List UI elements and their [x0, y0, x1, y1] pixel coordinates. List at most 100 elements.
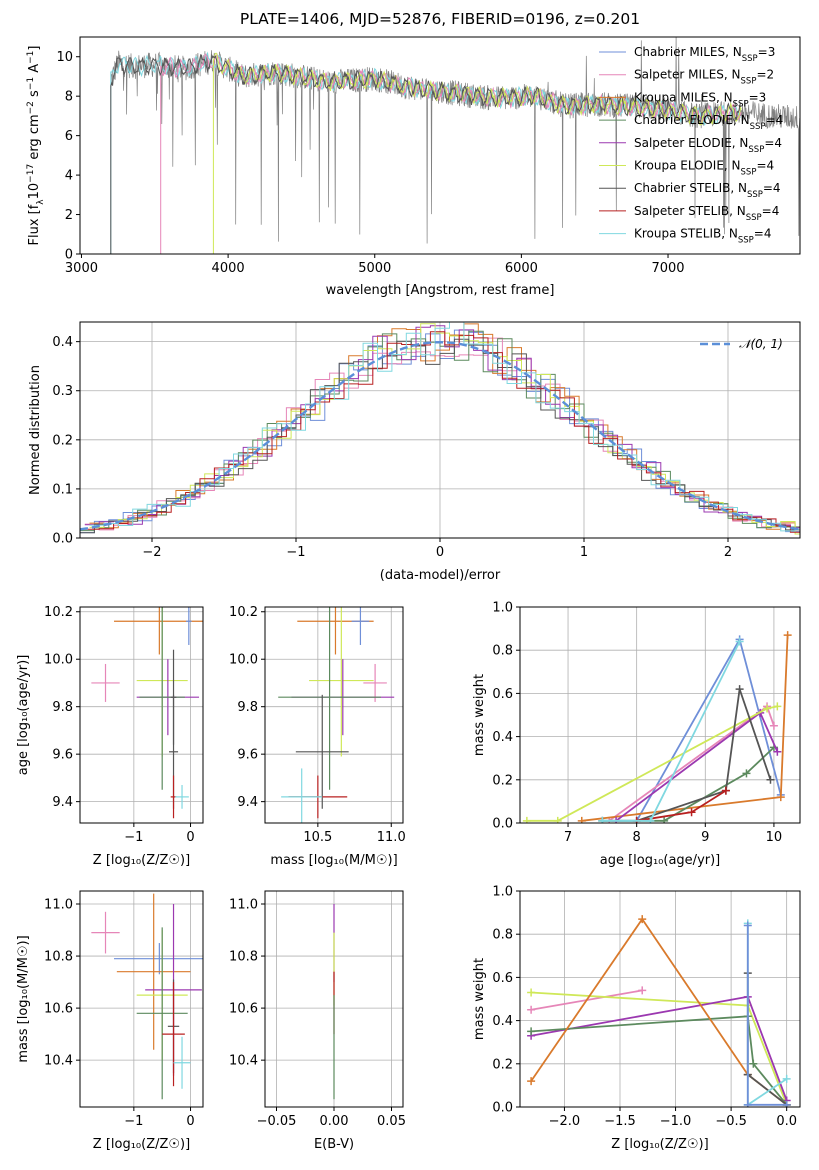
x-tick-label: −0.05 — [257, 1114, 297, 1129]
weight-marker — [577, 816, 586, 823]
x-tick-label: 0 — [186, 830, 194, 845]
weight-marker — [646, 816, 655, 823]
legend-entry-name: Kroupa STELIB, N — [634, 227, 738, 241]
legend-entry-name: Salpeter STELIB, N — [634, 204, 746, 218]
weight-marker — [749, 1059, 758, 1068]
x-tick-label: −0.5 — [715, 1114, 747, 1129]
x-axis-label: mass [log₁₀(M/M☉)] — [270, 853, 397, 868]
legend-entry: Kroupa ELODIE, NSSP=4 — [634, 159, 774, 178]
y-tick-label: 8 — [65, 90, 73, 105]
chart-title: PLATE=1406, MJD=52876, FIBERID=0196, z=0… — [240, 10, 640, 28]
legend-entry-tail: =4 — [766, 113, 784, 127]
y-tick-label: 10.4 — [44, 1054, 73, 1069]
weight-marker — [598, 816, 607, 823]
legend-entry: Chabrier ELODIE, NSSP=4 — [634, 113, 783, 132]
legend-entry-sub: SSP — [741, 168, 757, 178]
legend-entry-tail: =4 — [764, 136, 782, 150]
legend-entry-sub: SSP — [750, 122, 766, 132]
legend-entry: Chabrier MILES, NSSP=3 — [634, 45, 775, 64]
x-tick-label: 0.0 — [776, 1114, 797, 1129]
y-tick-label: 9.4 — [237, 795, 258, 810]
weight-line — [746, 925, 787, 1106]
y-tick-label: 0.1 — [52, 482, 73, 497]
legend-entry: Kroupa MILES, NSSP=3 — [634, 90, 766, 109]
y-axis-label-part: λ — [36, 199, 46, 205]
weight-marker — [743, 1100, 752, 1107]
y-axis-label: Flux [fλ10−17 erg cm−2 s−1 A−1] — [26, 46, 46, 246]
y-axis-label-part: 10 — [27, 183, 42, 200]
weight-marker — [769, 721, 778, 730]
y-axis-label: mass [log₁₀(M/M☉)] — [16, 935, 31, 1062]
weight-marker — [773, 702, 782, 711]
weight-marker — [553, 816, 562, 823]
weight-marker — [522, 816, 531, 823]
y-axis-label-part: −1 — [26, 51, 36, 64]
legend-entry: Salpeter MILES, NSSP=2 — [634, 68, 774, 87]
legend-entry: 𝒩(0, 1) — [739, 337, 783, 351]
y-axis-label-part: ] — [27, 46, 42, 51]
y-axis-label: mass weight — [472, 674, 487, 756]
weight-marker — [527, 1077, 536, 1086]
x-tick-label: 8 — [633, 830, 641, 845]
weight-vs-Z-plot — [527, 915, 791, 1107]
histogram-kroupa-stelib — [89, 322, 800, 532]
age-vs-Z-plot — [91, 607, 203, 819]
y-axis-label: mass weight — [472, 958, 487, 1040]
x-axis-label: Z [log₁₀(Z/Z☉)] — [93, 853, 190, 868]
weight-marker — [527, 1005, 536, 1014]
x-tick-label: 10.5 — [303, 830, 332, 845]
legend-entry-tail: =3 — [749, 90, 767, 104]
x-tick-label: 7000 — [651, 261, 684, 276]
legend-entry-name: Kroupa MILES, N — [634, 90, 733, 104]
weight-line — [526, 705, 778, 822]
x-tick-label: 0 — [436, 545, 444, 560]
y-tick-label: 0.4 — [492, 1014, 513, 1029]
y-tick-label: 10.8 — [44, 950, 73, 965]
x-tick-label: 2 — [724, 545, 732, 560]
y-axis-label-part: −1 — [26, 77, 36, 90]
y-axis-label-part: erg cm — [27, 114, 42, 163]
x-tick-label: 1 — [580, 545, 588, 560]
y-tick-label: 10.4 — [229, 1054, 258, 1069]
y-tick-label: 0.6 — [492, 687, 513, 702]
x-tick-label: 0.00 — [320, 1114, 349, 1129]
legend-entry-name: Chabrier ELODIE, N — [634, 113, 750, 127]
y-axis-label-part: −2 — [26, 101, 36, 114]
y-tick-label: 0.4 — [52, 335, 73, 350]
y-tick-label: 0.0 — [492, 817, 513, 832]
y-tick-label: 0.2 — [492, 1057, 513, 1072]
y-tick-label: 0.2 — [52, 433, 73, 448]
y-tick-label: 10.0 — [229, 653, 258, 668]
weight-vs-age-plot — [522, 631, 792, 823]
y-tick-label: 9.8 — [52, 700, 73, 715]
y-tick-label: 0.6 — [492, 971, 513, 986]
weight-line — [531, 1015, 788, 1106]
weight-line — [602, 746, 775, 822]
mass-vs-Z-plot — [91, 893, 203, 1100]
x-tick-label: −2 — [142, 545, 161, 560]
y-tick-label: 10.2 — [44, 605, 73, 620]
x-tick-label: −1 — [124, 830, 143, 845]
legend-entry-sub: SSP — [747, 190, 763, 200]
y-axis-label-part: Flux [f — [27, 204, 42, 245]
weight-marker — [660, 816, 669, 823]
y-tick-label: 0 — [65, 248, 73, 263]
weight-marker — [638, 915, 647, 924]
y-axis-label-part: A — [27, 64, 42, 77]
weight-marker — [782, 1100, 791, 1107]
y-axis-label-part: s — [27, 90, 42, 101]
y-tick-label: 0.0 — [52, 532, 73, 547]
weight-marker — [766, 775, 775, 784]
y-axis-label: Normed distribution — [28, 365, 43, 495]
weight-marker — [721, 786, 730, 795]
histogram-chabrier-stelib — [80, 338, 800, 534]
y-tick-label: 9.6 — [237, 748, 258, 763]
weight-line — [636, 688, 772, 822]
legend-entry: Kroupa STELIB, NSSP=4 — [634, 227, 772, 246]
weight-vs-age-frame — [519, 606, 801, 824]
x-tick-label: 7 — [564, 830, 572, 845]
legend-entry: Salpeter ELODIE, NSSP=4 — [634, 136, 782, 155]
legend-entry-tail: =4 — [763, 181, 781, 195]
legend-entry-tail: =4 — [754, 227, 772, 241]
weight-marker — [782, 1074, 791, 1083]
